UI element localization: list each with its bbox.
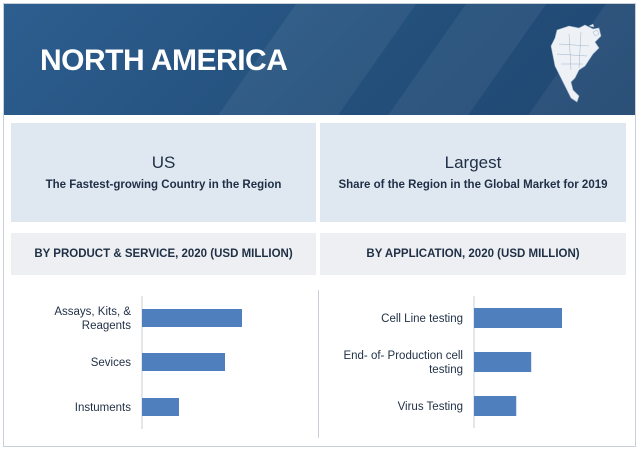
bar-virus-testing: [474, 396, 517, 416]
category-label: Sevices: [91, 357, 132, 369]
highlight-panel-share: Largest Share of the Region in the Globa…: [320, 123, 626, 222]
chart-divider: [318, 290, 319, 438]
bar-sevices: [142, 353, 225, 371]
header-banner: NORTH AMERICA: [4, 4, 635, 115]
highlight-main: Largest: [444, 153, 502, 172]
bar-assays-kits-reagents: [142, 309, 242, 327]
chart-title-application: BY APPLICATION, 2020 (USD MILLION): [320, 233, 626, 275]
category-label: Cell Line testing: [381, 313, 463, 325]
highlight-main: US: [151, 153, 176, 172]
bar-end-of-production-cell-testing: [474, 352, 532, 372]
category-label: End- of- Production cell testing: [343, 350, 463, 376]
region-title: NORTH AMERICA: [40, 44, 288, 77]
category-label: Virus Testing: [398, 401, 463, 413]
highlight-panel-country: US The Fastest-growing Country in the Re…: [11, 123, 316, 222]
bar-cell-line-testing: [474, 308, 562, 328]
highlight-sub: Share of the Region in the Global Market…: [338, 179, 608, 191]
north-america-map-icon: [550, 24, 602, 103]
highlight-sub: The Fastest-growing Country in the Regio…: [45, 179, 282, 191]
bar-instuments: [142, 398, 179, 416]
category-label: Instuments: [75, 402, 131, 414]
chart-title-product: BY PRODUCT & SERVICE, 2020 (USD MILLION): [11, 233, 316, 275]
category-label: Assays, Kits, & Reagents: [54, 306, 131, 332]
